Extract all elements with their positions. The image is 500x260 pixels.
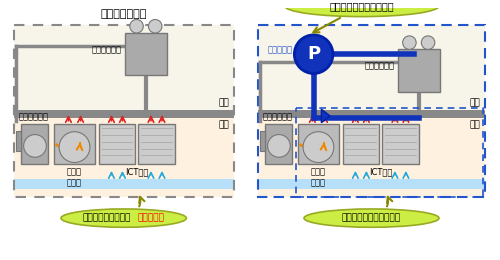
Text: ICT装置: ICT装置 — [125, 167, 148, 176]
Bar — [14, 179, 234, 189]
Bar — [16, 131, 22, 151]
Text: 室外: 室外 — [218, 98, 229, 107]
Bar — [14, 118, 234, 197]
Bar — [14, 110, 234, 118]
Bar — [266, 124, 292, 164]
Circle shape — [59, 132, 90, 162]
Text: 室内: 室内 — [470, 121, 480, 130]
Bar — [258, 25, 486, 110]
Polygon shape — [322, 109, 330, 123]
Bar — [342, 124, 379, 164]
Bar — [258, 110, 486, 118]
Text: 夏期は停止、冬期に運転: 夏期は停止、冬期に運転 — [330, 1, 394, 11]
Bar — [298, 124, 339, 164]
Text: 圧縮機
送風機: 圧縮機 送風機 — [311, 167, 326, 187]
Circle shape — [148, 20, 162, 33]
Text: 冷媒ポンプ: 冷媒ポンプ — [268, 45, 292, 54]
Text: 圧縮機
送風機: 圧縮機 送風機 — [67, 167, 82, 187]
Circle shape — [130, 20, 143, 33]
Text: ICT装置: ICT装置 — [369, 167, 392, 176]
Bar — [258, 118, 486, 197]
Bar — [124, 33, 167, 75]
Circle shape — [24, 135, 46, 157]
Circle shape — [303, 132, 334, 162]
Text: 室内ユニット: 室内ユニット — [18, 113, 48, 122]
Circle shape — [268, 135, 290, 157]
Circle shape — [422, 36, 435, 49]
Bar — [382, 124, 418, 164]
Bar — [258, 25, 486, 197]
Ellipse shape — [61, 209, 186, 227]
Ellipse shape — [284, 0, 439, 17]
Text: 室内ユニット: 室内ユニット — [262, 113, 292, 122]
Ellipse shape — [304, 209, 439, 227]
Text: 室外ユニット: 室外ユニット — [92, 46, 122, 54]
Text: 消費電力大: 消費電力大 — [138, 214, 164, 223]
Bar — [98, 124, 136, 164]
Bar — [296, 108, 484, 197]
Bar — [258, 179, 486, 189]
Text: 年間を通じて運転：: 年間を通じて運転： — [82, 214, 130, 223]
Bar — [14, 25, 234, 197]
Text: 従来の空調装置: 従来の空調装置 — [100, 9, 147, 18]
Text: P: P — [307, 45, 320, 63]
Bar — [260, 131, 266, 151]
Text: 室外ユニット: 室外ユニット — [364, 62, 394, 71]
Circle shape — [294, 35, 333, 74]
Text: 室内: 室内 — [218, 121, 229, 130]
Bar — [138, 124, 175, 164]
Bar — [398, 49, 440, 92]
Bar — [14, 25, 234, 110]
Text: 室外: 室外 — [470, 98, 480, 107]
Bar — [22, 124, 48, 164]
Circle shape — [402, 36, 416, 49]
Text: 夏期に運転、冬期は停止: 夏期に運転、冬期は停止 — [342, 214, 401, 223]
Bar — [54, 124, 95, 164]
